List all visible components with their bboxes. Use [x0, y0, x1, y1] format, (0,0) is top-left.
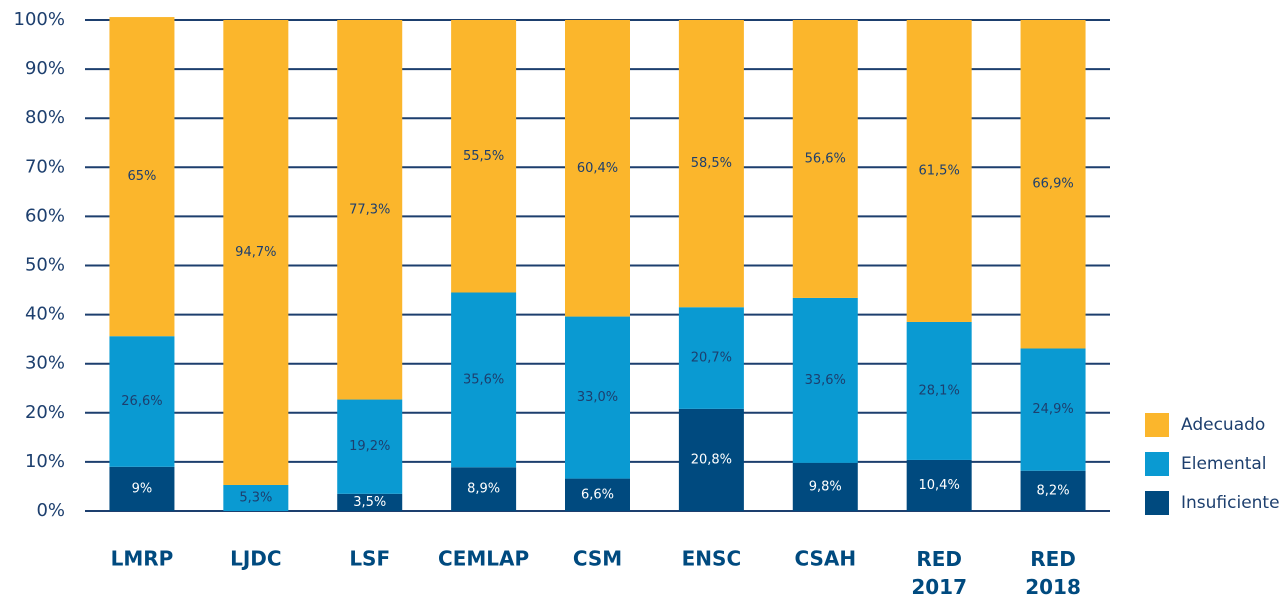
value-label: 55,5%: [463, 149, 504, 164]
value-label: 9%: [132, 481, 153, 496]
value-label: 8,2%: [1037, 483, 1070, 498]
bar-segment: [451, 292, 517, 468]
y-tick-label: 60%: [25, 205, 65, 226]
bar-segment: [678, 20, 744, 308]
bar-segment: [678, 307, 744, 409]
bar-segment: [451, 467, 517, 511]
bar-segment: [792, 462, 858, 511]
x-tick-label: LMRP: [111, 547, 174, 571]
legend-swatch: [1145, 413, 1169, 437]
y-tick-label: 90%: [25, 58, 65, 79]
value-label: 65%: [127, 169, 156, 184]
y-tick-label: 30%: [25, 353, 65, 374]
legend-label: Insuficiente: [1181, 493, 1280, 513]
bar-segment: [565, 478, 630, 511]
bar-segment: [906, 321, 972, 460]
legend-swatch: [1145, 491, 1169, 515]
x-tick-label: RED 2018: [1025, 547, 1081, 598]
bar-segment: [678, 408, 744, 511]
bar-segment: [223, 20, 289, 485]
bar-segment: [792, 20, 858, 298]
y-tick-label: 80%: [25, 107, 65, 128]
value-label: 35,6%: [463, 372, 504, 387]
bar-segment: [223, 484, 289, 511]
value-label: 77,3%: [349, 202, 390, 217]
value-label: 28,1%: [919, 383, 960, 398]
bar-segment: [1020, 20, 1086, 349]
value-label: 19,2%: [349, 439, 390, 454]
legend-label: Adecuado: [1181, 415, 1265, 435]
bar-segment: [565, 316, 630, 479]
value-label: 5,3%: [239, 490, 272, 505]
x-tick-label: LJDC: [230, 547, 281, 571]
value-label: 3,5%: [353, 495, 386, 510]
y-tick-label: 70%: [25, 156, 65, 177]
value-label: 56,6%: [805, 151, 846, 166]
x-tick-label: RED 2017: [911, 547, 967, 598]
y-tick-label: 40%: [25, 304, 65, 325]
value-label: 60,4%: [577, 161, 618, 176]
bar-segment: [1020, 470, 1086, 511]
legend-swatch: [1145, 452, 1169, 476]
bar-segment: [1020, 348, 1086, 471]
value-label: 24,9%: [1032, 402, 1073, 417]
value-label: 10,4%: [919, 478, 960, 493]
value-label: 20,7%: [691, 351, 732, 366]
value-label: 9,8%: [809, 479, 842, 494]
value-label: 26,6%: [121, 394, 162, 409]
value-label: 33,6%: [805, 373, 846, 388]
bar-segment: [792, 297, 858, 463]
bar-segment: [109, 466, 175, 511]
value-label: 61,5%: [919, 163, 960, 178]
value-label: 58,5%: [691, 156, 732, 171]
bar-segment: [451, 20, 517, 293]
x-tick-label: CEMLAP: [438, 547, 529, 571]
value-label: 94,7%: [235, 245, 276, 260]
y-tick-label: 100%: [14, 9, 65, 30]
bar-segment: [109, 17, 175, 337]
bar-segment: [337, 493, 403, 511]
x-tick-label: CSAH: [794, 547, 856, 571]
bar-segment: [109, 336, 175, 467]
bar-segment: [565, 20, 630, 317]
y-tick-label: 0%: [36, 500, 65, 521]
bar-segment: [906, 459, 972, 511]
y-tick-label: 20%: [25, 402, 65, 423]
value-label: 20,8%: [691, 452, 732, 467]
y-tick-label: 50%: [25, 255, 65, 276]
bar-segment: [906, 20, 972, 322]
bar-segment: [337, 20, 403, 400]
legend-label: Elemental: [1181, 454, 1267, 474]
value-label: 33,0%: [577, 390, 618, 405]
x-tick-label: LSF: [349, 547, 390, 571]
bar-segment: [337, 399, 403, 494]
x-tick-label: ENSC: [682, 547, 741, 571]
x-tick-label: CSM: [573, 547, 622, 571]
value-label: 66,9%: [1032, 177, 1073, 192]
value-label: 8,9%: [467, 482, 500, 497]
y-tick-label: 10%: [25, 451, 65, 472]
value-label: 6,6%: [581, 487, 614, 502]
